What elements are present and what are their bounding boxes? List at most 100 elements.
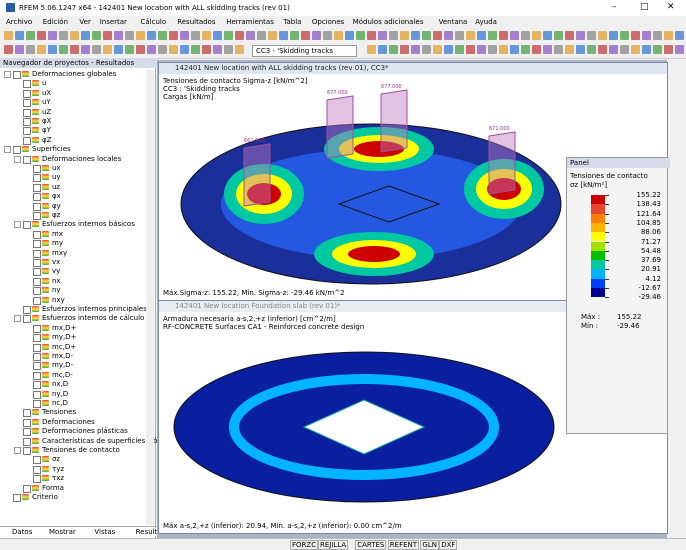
tool-button[interactable] [411,45,420,54]
menu-item[interactable]: Ver [79,18,91,26]
tool-button[interactable] [191,31,200,40]
tool-button[interactable] [609,45,618,54]
tree-item[interactable]: my,D+ [0,333,145,343]
tool-button[interactable] [389,45,398,54]
tool-button[interactable] [180,45,189,54]
tree-item[interactable]: Características de superficies isótr [0,437,163,446]
tool-button[interactable] [290,31,299,40]
tool-button[interactable] [488,31,497,40]
tree-item[interactable]: nc,D [0,399,145,408]
tree-item[interactable]: uy [0,173,145,183]
tool-button[interactable] [70,45,79,54]
tool-button[interactable] [422,31,431,40]
tree-item[interactable]: my,D- [0,361,145,371]
tool-button[interactable] [620,45,629,54]
tree-item[interactable]: my [0,239,145,249]
tool-button[interactable] [92,45,101,54]
tool-button[interactable] [15,31,24,40]
tool-button[interactable] [477,31,486,40]
tool-button[interactable] [224,31,233,40]
menu-item[interactable]: Herramientas [226,18,274,26]
tool-button[interactable] [37,45,46,54]
menu-item[interactable]: Insertar [99,18,127,26]
tool-button[interactable] [147,31,156,40]
tool-button[interactable] [675,31,684,40]
tool-button[interactable] [598,31,607,40]
tree-item[interactable]: Forma [0,484,145,493]
tool-button[interactable] [92,31,101,40]
tool-button[interactable] [587,45,596,54]
tool-button[interactable] [103,45,112,54]
tool-button[interactable] [510,45,519,54]
tool-button[interactable] [81,45,90,54]
tool-button[interactable] [433,45,442,54]
tool-button[interactable] [400,45,409,54]
tool-button[interactable] [554,45,563,54]
tree-item[interactable]: nx,D [0,380,145,390]
tool-button[interactable] [235,45,244,54]
menu-item[interactable]: Ayuda [475,18,497,26]
menu-item[interactable]: Cálculo [140,18,167,26]
tree-item[interactable]: ny [0,286,145,296]
tool-button[interactable] [213,45,222,54]
tool-button[interactable] [466,31,475,40]
tool-button[interactable] [213,31,222,40]
tree-item[interactable]: ny,D [0,390,145,399]
tree-item[interactable]: τyz [0,465,145,474]
tree-item[interactable]: Esfuerzos internos principales [0,305,147,314]
tool-button[interactable] [169,31,178,40]
tool-button[interactable] [521,45,530,54]
tool-button[interactable] [466,45,475,54]
tool-button[interactable] [191,45,200,54]
tool-button[interactable] [642,45,651,54]
tree-item[interactable]: Deformaciones plásticas [0,427,145,437]
tool-button[interactable] [499,31,508,40]
tool-button[interactable] [136,45,145,54]
tool-button[interactable] [620,31,629,40]
tool-button[interactable] [609,31,618,40]
tool-button[interactable] [543,31,552,40]
tool-button[interactable] [48,31,57,40]
tool-button[interactable] [37,31,46,40]
menu-item[interactable]: Archivo [6,18,33,26]
tool-button[interactable] [323,31,332,40]
tool-button[interactable] [400,31,409,40]
tree-item[interactable]: Deformaciones [0,418,145,427]
tool-button[interactable] [312,31,321,40]
tool-button[interactable] [389,31,398,40]
tree-item[interactable]: Esfuerzos internos de cálculo [0,314,145,324]
tool-button[interactable] [587,31,596,40]
tool-button[interactable] [235,31,244,40]
tree-item[interactable]: Tensiones [0,408,145,418]
tool-button[interactable] [510,31,519,40]
tool-button[interactable] [147,45,156,54]
tool-button[interactable] [444,45,453,54]
tool-button[interactable] [257,31,266,40]
tool-button[interactable] [114,45,123,54]
tree-item[interactable]: Superficies [0,145,145,155]
tool-button[interactable] [169,45,178,54]
tree-item[interactable]: nxy [0,296,145,305]
tree-item[interactable]: φx [0,192,145,202]
tool-button[interactable] [125,45,134,54]
minimize[interactable]: – [612,2,617,12]
tree-item[interactable]: mxy [0,249,145,258]
tool-button[interactable] [4,31,13,40]
tool-button[interactable] [455,31,464,40]
menu-item[interactable]: Ventana [438,18,468,26]
tree-item[interactable]: τxz [0,474,145,484]
tool-button[interactable] [521,31,530,40]
tool-button[interactable] [565,31,574,40]
tool-button[interactable] [202,31,211,40]
tool-button[interactable] [136,31,145,40]
tree-item[interactable]: φz [0,211,145,220]
tool-button[interactable] [81,31,90,40]
tool-button[interactable] [180,31,189,40]
tool-button[interactable] [664,31,673,40]
tool-button[interactable] [653,45,662,54]
tool-button[interactable] [4,45,13,54]
menu-item[interactable]: Opciones [311,18,345,26]
tree-item[interactable]: Tensiones de contacto [0,446,145,455]
tree-item[interactable]: φy [0,202,145,211]
tool-button[interactable] [26,31,35,40]
